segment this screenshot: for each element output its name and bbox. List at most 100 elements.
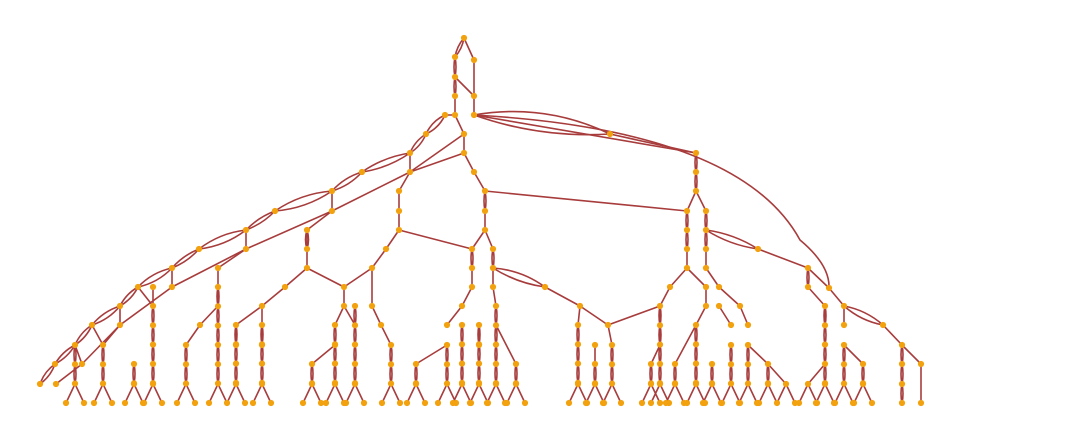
edge (226, 383, 237, 404)
graph-node (898, 360, 906, 368)
graph-node (443, 341, 451, 349)
double-edge (473, 110, 611, 135)
graph-node (451, 53, 459, 61)
graph-node (608, 380, 616, 387)
graph-node (764, 380, 772, 388)
edge (143, 383, 154, 404)
leaf-node (322, 399, 330, 407)
double-edge (91, 305, 121, 326)
edge (461, 286, 473, 307)
graph-node (512, 360, 520, 368)
graph-node (647, 360, 655, 368)
edge (217, 248, 247, 269)
leaf-node (812, 399, 820, 407)
edge (133, 383, 144, 404)
edge (245, 210, 333, 250)
graph-node (130, 380, 138, 388)
graph-node (182, 380, 190, 387)
edge (74, 344, 83, 365)
graph-node (825, 284, 833, 292)
graph-node (574, 380, 582, 388)
graph-node (377, 321, 385, 329)
double-edge (705, 229, 759, 250)
leaf-node (582, 399, 590, 407)
graph-node (458, 341, 466, 348)
leaf-node (317, 399, 325, 407)
double-edge (245, 210, 276, 231)
graph-node (764, 360, 772, 368)
edge (91, 324, 104, 346)
graph-node (99, 380, 107, 387)
graph-node (821, 322, 829, 329)
edge (415, 344, 448, 365)
edge (607, 324, 613, 346)
graph-node (395, 226, 403, 234)
edge (585, 383, 596, 404)
edge (686, 190, 697, 212)
edge (381, 383, 392, 404)
edge (176, 383, 187, 404)
graph-node (574, 321, 582, 329)
graph-node (328, 187, 336, 195)
graph-node (591, 360, 599, 368)
graph-node (702, 283, 710, 291)
edge (486, 383, 497, 404)
edge (674, 324, 697, 365)
graph-node (51, 360, 59, 368)
graph-node (492, 360, 500, 367)
leaf-node (599, 399, 607, 407)
graph-node (406, 168, 414, 176)
edge (306, 267, 345, 288)
edge (702, 383, 713, 404)
graph-node (481, 226, 489, 234)
edge (284, 267, 308, 288)
edge (807, 383, 818, 404)
graph-node (303, 245, 311, 253)
leaf-node (898, 399, 906, 407)
leaf-node (466, 399, 474, 407)
double-edge (843, 305, 884, 326)
leaf-node (140, 399, 148, 407)
graph-node (271, 207, 279, 215)
graph-node (328, 207, 336, 215)
graph-node (840, 380, 848, 387)
graph-node (744, 341, 752, 349)
leaf-node (683, 399, 691, 407)
leaf-node (121, 399, 129, 407)
double-edge (198, 229, 247, 250)
graph-node (683, 226, 691, 234)
edge (415, 383, 426, 404)
graph-node (88, 321, 96, 329)
graph-node (387, 380, 395, 387)
double-edge (198, 229, 247, 250)
node-layer (36, 34, 925, 407)
graph-node (99, 341, 107, 349)
edge (695, 305, 707, 326)
graph-node (840, 361, 848, 368)
leaf-node (521, 399, 529, 407)
edge (807, 363, 826, 385)
graph-node (647, 380, 655, 388)
edge (398, 229, 473, 250)
graph-node (71, 361, 79, 368)
graph-node (458, 321, 466, 329)
graph-node (412, 360, 420, 368)
leaf-node (735, 399, 743, 407)
graph-node (214, 380, 222, 387)
edge (686, 267, 707, 288)
leaf-node (831, 399, 839, 407)
edge (611, 383, 622, 404)
graph-node (671, 360, 679, 368)
edge (650, 383, 661, 404)
graph-node (451, 111, 459, 119)
edge (331, 171, 411, 212)
graph-node (727, 361, 735, 368)
graph-node (708, 360, 716, 368)
graph-node (821, 302, 829, 310)
edge (124, 383, 135, 404)
double-edge (331, 171, 363, 192)
leaf-node (342, 399, 350, 407)
graph-node (840, 341, 848, 349)
edge (495, 383, 506, 404)
